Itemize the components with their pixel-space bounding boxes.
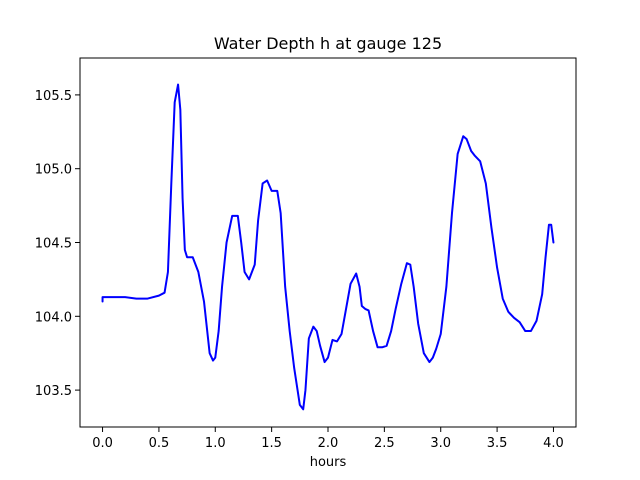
series-line [101, 83, 555, 411]
x-tick-label: 1.0 [205, 436, 226, 451]
x-tick-label: 0.5 [149, 436, 170, 451]
x-axis-label: hours [310, 455, 347, 470]
x-tick-label: 2.0 [318, 436, 339, 451]
x-tick-label: 0.0 [92, 436, 113, 451]
y-tick-label: 105.5 [35, 89, 72, 104]
y-tick-label: 103.5 [35, 384, 72, 399]
y-axis: 103.5 104.0 104.5 105.0 105.5 [35, 89, 80, 399]
y-tick-label: 105.0 [35, 163, 72, 178]
x-tick-label: 2.5 [374, 436, 395, 451]
x-tick-label: 4.0 [543, 436, 564, 451]
x-axis: 0.0 0.5 1.0 1.5 2.0 2.5 3.0 3.5 4.0 [92, 427, 564, 451]
y-tick-label: 104.0 [35, 310, 72, 325]
x-tick-label: 3.0 [430, 436, 451, 451]
chart-title: Water Depth h at gauge 125 [214, 34, 442, 53]
x-tick-label: 3.5 [487, 436, 508, 451]
y-tick-label: 104.5 [35, 237, 72, 252]
plot-area [101, 83, 555, 411]
x-tick-label: 1.5 [261, 436, 282, 451]
